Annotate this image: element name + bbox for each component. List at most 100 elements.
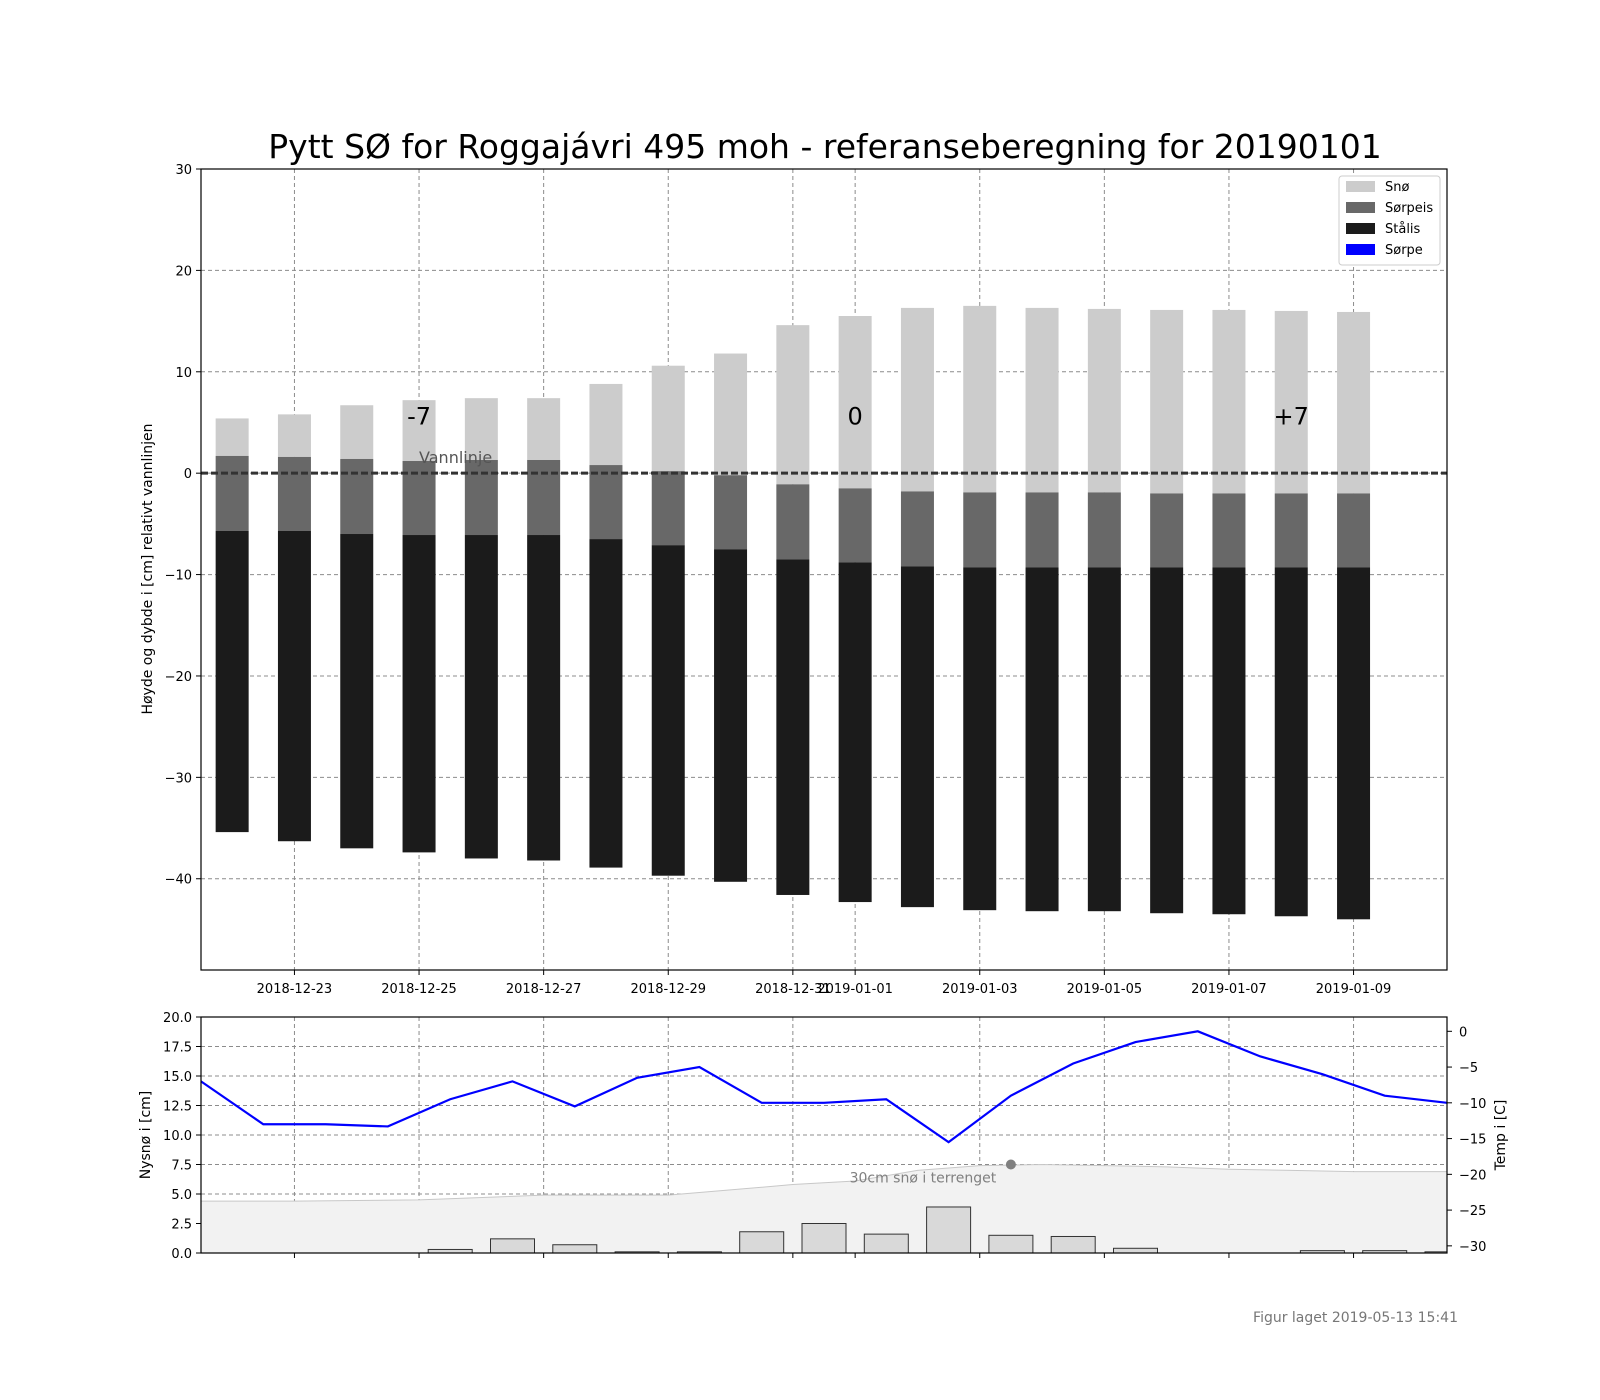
bar-stålis xyxy=(1274,567,1308,917)
main-x-tick-label: 2018-12-25 xyxy=(381,982,457,997)
bar-sørpeis xyxy=(1274,493,1308,568)
bar-sørpeis xyxy=(838,488,872,563)
bar-stålis xyxy=(215,530,249,833)
legend-swatch xyxy=(1346,181,1375,192)
sub-y-tick-label: 0.0 xyxy=(171,1247,192,1262)
snow-marker-label: 30cm snø i terrenget xyxy=(850,1171,997,1187)
chart-title: Pytt SØ for Roggajávri 495 moh - referan… xyxy=(268,127,1381,166)
sub-y2-tick-label: −5 xyxy=(1459,1061,1478,1076)
bar-sørpeis xyxy=(277,456,311,531)
temperature-line xyxy=(200,1030,1448,1144)
footer-timestamp: Figur laget 2019-05-13 15:41 xyxy=(1253,1310,1458,1326)
sub-y-tick-label: 10.0 xyxy=(163,1129,192,1144)
bar-stålis xyxy=(277,530,311,842)
new-snow-bar xyxy=(1113,1247,1158,1254)
main-y-tick-label: 20 xyxy=(175,264,192,279)
main-x-tick-label: 2019-01-01 xyxy=(817,982,893,997)
main-y-ticks: −40 −30 −20 −10 0 10 20 30 xyxy=(165,163,201,888)
temperature-series-line xyxy=(200,1030,1448,1144)
bar-snø xyxy=(900,307,934,492)
bar-sørpeis xyxy=(527,459,561,536)
main-y-tick-label: −20 xyxy=(165,670,192,685)
bar-stålis xyxy=(838,562,872,903)
bar-snø xyxy=(1087,308,1121,493)
bar-snø xyxy=(838,316,872,489)
sub-y-tick-label: 7.5 xyxy=(171,1159,192,1174)
bar-snø xyxy=(963,305,997,493)
bar-sørpeis xyxy=(900,491,934,567)
main-grid xyxy=(201,168,1447,970)
new-snow-bar xyxy=(739,1231,785,1254)
day-offset-label: +7 xyxy=(1274,403,1309,431)
bar-snø xyxy=(1025,307,1059,493)
bar-snø xyxy=(527,398,561,460)
sub-y2-tick-label: −25 xyxy=(1459,1204,1486,1219)
bar-stålis xyxy=(714,549,748,882)
bar-stålis xyxy=(900,566,934,908)
sub-y-tick-label: 12.5 xyxy=(163,1100,192,1115)
bar-sørpeis xyxy=(714,475,748,550)
bar-stålis xyxy=(402,535,436,853)
snow-marker: 30cm snø i terrenget xyxy=(850,1159,1016,1187)
main-x-tick-label: 2019-01-09 xyxy=(1316,982,1392,997)
bar-stålis xyxy=(589,539,623,868)
bar-sørpeis xyxy=(1150,493,1184,568)
bar-sørpeis xyxy=(1087,492,1121,568)
bar-stålis xyxy=(776,559,810,895)
bar-snø xyxy=(651,365,685,472)
sub-y2-ticks: −30 −25 −20 −15 −10 −5 0 xyxy=(1447,1025,1486,1255)
sub-y2-tick-label: −30 xyxy=(1459,1240,1486,1255)
bar-snø xyxy=(589,383,623,466)
main-y-axis-label: Høyde og dybde i [cm] relativt vannlinje… xyxy=(140,423,156,714)
main-x-tick-label: 2019-01-07 xyxy=(1191,982,1267,997)
legend-entry: Snø xyxy=(1385,180,1409,195)
water-line-label: Vannlinje xyxy=(419,448,492,467)
sub-y-tick-label: 20.0 xyxy=(163,1011,192,1026)
bar-snø xyxy=(215,418,249,456)
bar-stålis xyxy=(1337,567,1371,920)
sub-y-tick-label: 15.0 xyxy=(163,1070,192,1085)
bar-snø xyxy=(464,398,498,460)
bar-stålis xyxy=(1212,567,1246,915)
main-x-tick-label: 2019-01-05 xyxy=(1067,982,1143,997)
sub-y2-tick-label: −20 xyxy=(1459,1168,1486,1183)
bar-sørpeis xyxy=(1212,493,1246,568)
bar-stålis xyxy=(651,545,685,876)
bar-sørpeis xyxy=(651,471,685,546)
new-snow-bar xyxy=(926,1206,972,1254)
new-snow-bar xyxy=(988,1234,1034,1254)
legend-swatch xyxy=(1346,202,1375,213)
bar-stålis xyxy=(1025,567,1059,912)
legend-swatch xyxy=(1346,244,1375,255)
bar-sørpeis xyxy=(464,459,498,536)
bar-stålis xyxy=(464,535,498,859)
sub-chart: 30cm snø i terrenget 0.0 2.5 5.0 7.5 10.0 12.… xyxy=(138,1011,1509,1262)
main-x-tick-label: 2018-12-23 xyxy=(257,982,333,997)
sub-x-ticks xyxy=(293,1253,1355,1258)
sub-y2-tick-label: −10 xyxy=(1459,1097,1486,1112)
sub-y2-axis-label: Temp i [C] xyxy=(1493,1100,1509,1172)
water-line: Vannlinje xyxy=(201,448,1447,475)
bar-snø xyxy=(340,405,374,459)
bar-stålis xyxy=(1087,567,1121,912)
legend-swatch xyxy=(1346,223,1375,234)
bar-snø xyxy=(1337,311,1371,494)
bar-sørpeis xyxy=(963,492,997,568)
bar-sørpeis xyxy=(776,484,810,560)
bar-stålis xyxy=(1150,567,1184,914)
bar-sørpeis xyxy=(1025,492,1059,568)
bar-stålis xyxy=(340,534,374,849)
main-annotations: -7 0 +7 xyxy=(407,403,1309,431)
main-bars xyxy=(215,305,1371,920)
new-snow-bar xyxy=(1050,1235,1096,1254)
bar-snø xyxy=(1274,310,1308,494)
main-x-tick-label: 2018-12-31 xyxy=(755,982,831,997)
sub-y-axis-label: Nysnø i [cm] xyxy=(138,1091,154,1180)
new-snow-bar xyxy=(801,1223,847,1254)
bar-snø xyxy=(714,353,748,476)
sub-y2-tick-label: −15 xyxy=(1459,1133,1486,1148)
bar-stålis xyxy=(527,535,561,861)
bar-sørpeis xyxy=(1337,493,1371,568)
main-chart: Vannlinje -7 0 +7 −40 −30 −20 −10 0 10 20 30 2018… xyxy=(140,163,1448,997)
legend-entry: Sørpeis xyxy=(1385,201,1433,216)
